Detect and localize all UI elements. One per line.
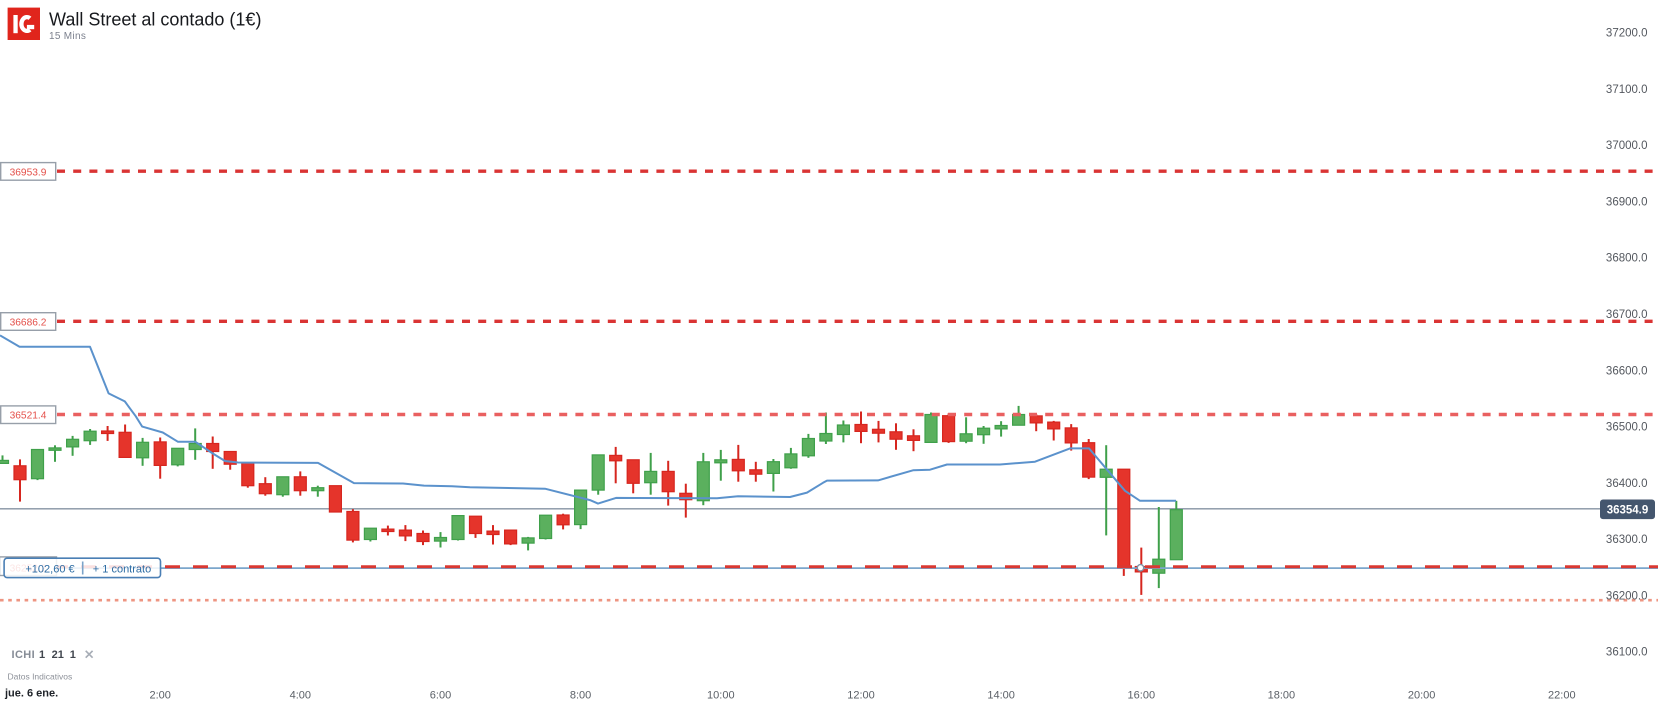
svg-text:22:00: 22:00 (1548, 690, 1576, 702)
svg-text:+ 1 contrato: + 1 contrato (93, 563, 151, 575)
svg-text:18:00: 18:00 (1268, 690, 1296, 702)
svg-text:12:00: 12:00 (847, 690, 875, 702)
svg-text:37200.0: 37200.0 (1606, 28, 1648, 40)
svg-text:37100.0: 37100.0 (1606, 84, 1648, 96)
svg-text:ICHI: ICHI (12, 649, 36, 661)
svg-text:36100.0: 36100.0 (1606, 647, 1648, 659)
svg-text:jue. 6 ene.: jue. 6 ene. (4, 688, 58, 700)
svg-text:36400.0: 36400.0 (1606, 478, 1648, 490)
svg-text:16:00: 16:00 (1128, 690, 1156, 702)
svg-text:+102,60 €: +102,60 € (25, 563, 74, 575)
svg-text:Wall Street al contado (1€): Wall Street al contado (1€) (49, 10, 261, 30)
svg-text:36600.0: 36600.0 (1606, 365, 1648, 377)
svg-text:10:00: 10:00 (707, 690, 735, 702)
svg-text:8:00: 8:00 (570, 690, 591, 702)
svg-text:20:00: 20:00 (1408, 690, 1436, 702)
svg-text:37000.0: 37000.0 (1606, 140, 1648, 152)
svg-text:36500.0: 36500.0 (1606, 422, 1648, 434)
svg-text:4:00: 4:00 (290, 690, 311, 702)
svg-text:14:00: 14:00 (987, 690, 1015, 702)
svg-text:36700.0: 36700.0 (1606, 309, 1648, 321)
svg-text:36953.9: 36953.9 (10, 167, 47, 178)
svg-text:36900.0: 36900.0 (1606, 197, 1648, 209)
svg-text:21: 21 (52, 649, 64, 661)
svg-text:36521.4: 36521.4 (10, 411, 47, 422)
svg-text:1: 1 (39, 649, 45, 661)
svg-text:1: 1 (70, 649, 76, 661)
svg-text:15 Mins: 15 Mins (49, 31, 86, 42)
svg-text:36800.0: 36800.0 (1606, 253, 1648, 265)
svg-text:Datos Indicativos: Datos Indicativos (8, 672, 73, 682)
svg-text:36200.0: 36200.0 (1606, 590, 1648, 602)
svg-text:6:00: 6:00 (430, 690, 451, 702)
svg-text:36354.9: 36354.9 (1607, 505, 1649, 517)
svg-text:36300.0: 36300.0 (1606, 534, 1648, 546)
svg-text:2:00: 2:00 (149, 690, 170, 702)
svg-text:36686.2: 36686.2 (10, 317, 47, 328)
